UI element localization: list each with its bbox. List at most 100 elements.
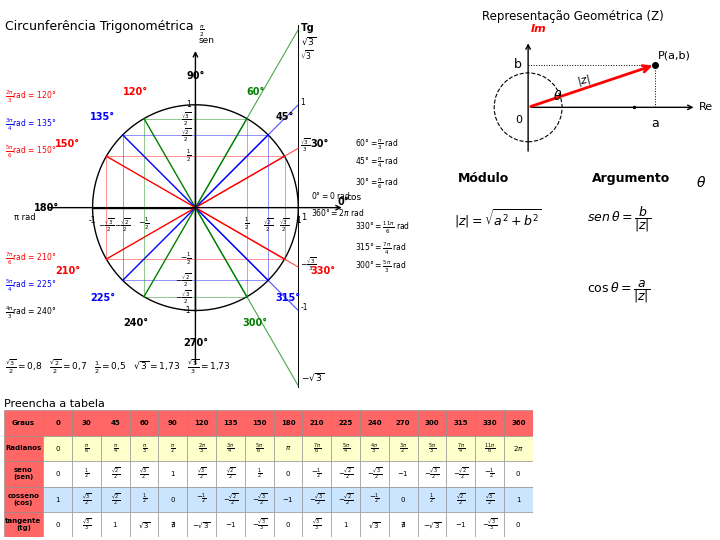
Bar [475,461,504,487]
Bar [187,487,216,512]
Bar [187,512,216,537]
Bar [446,436,475,461]
Bar [216,436,245,461]
Text: 315°: 315° [276,293,301,303]
Text: 270: 270 [396,420,410,426]
Text: 300: 300 [425,420,439,426]
Text: $0$: $0$ [55,469,60,478]
Text: 120: 120 [194,420,209,426]
Text: 0: 0 [516,116,522,125]
Text: $-\frac{\sqrt{3}}{2}$: $-\frac{\sqrt{3}}{2}$ [175,288,192,306]
Text: $\frac{5\pi}{6}$rad = 150°: $\frac{5\pi}{6}$rad = 150° [5,144,56,160]
Text: $\frac{5\pi}{6}$: $\frac{5\pi}{6}$ [255,441,264,456]
Text: $-\frac{1}{2}$: $-\frac{1}{2}$ [484,467,495,481]
Text: Argumento: Argumento [593,172,670,185]
Text: $\pi$: $\pi$ [285,444,291,453]
Text: Im: Im [531,24,546,35]
Text: $\frac{5\pi}{4}$: $\frac{5\pi}{4}$ [341,441,350,456]
Text: $-\frac{\sqrt{3}}{2}$: $-\frac{\sqrt{3}}{2}$ [424,467,440,481]
Text: 330: 330 [482,420,497,426]
Text: $\frac{\sqrt{3}}{2}$: $\frac{\sqrt{3}}{2}$ [279,216,289,234]
Bar [72,410,101,436]
Text: $\frac{\sqrt{3}}{2}$: $\frac{\sqrt{3}}{2}$ [485,492,495,507]
Text: 150: 150 [252,420,266,426]
Text: 30°: 30° [310,139,329,149]
Text: $-\frac{1}{2}$: $-\frac{1}{2}$ [179,251,192,267]
Text: $\frac{7\pi}{6}$: $\frac{7\pi}{6}$ [312,441,321,456]
Text: $|z|=\sqrt{a^2+b^2}$: $|z|=\sqrt{a^2+b^2}$ [454,207,542,230]
Text: $\frac{\sqrt{2}}{2}$: $\frac{\sqrt{2}}{2}$ [263,216,273,234]
Text: $-\sqrt{3}$: $-\sqrt{3}$ [302,371,325,382]
Bar [360,436,389,461]
Bar [4,410,43,436]
Text: $1$: $1$ [516,495,521,504]
Text: $\frac{3\pi}{4}$rad = 135°: $\frac{3\pi}{4}$rad = 135° [5,117,56,133]
Bar [446,461,475,487]
Bar [446,410,475,436]
Bar [130,436,158,461]
Bar [43,512,72,537]
Bar [130,461,158,487]
Text: $\frac{1}{2}$: $\frac{1}{2}$ [244,216,250,232]
Text: Circunferência Trigonométrica: Circunferência Trigonométrica [5,21,194,33]
Text: $sen\,\theta=\dfrac{b}{|z|}$: $sen\,\theta=\dfrac{b}{|z|}$ [588,204,652,234]
Bar [331,512,360,537]
Text: $360°=2\pi$ rad: $360°=2\pi$ rad [310,207,364,218]
Bar [274,410,302,436]
Text: $\frac{7\pi}{4}$: $\frac{7\pi}{4}$ [456,441,465,456]
Text: cosseno
(cos): cosseno (cos) [7,492,40,506]
Bar [72,512,101,537]
Text: $\sqrt{3}$: $\sqrt{3}$ [138,519,150,530]
Text: 90: 90 [168,420,178,426]
Text: π rad: π rad [14,213,36,222]
Text: -1: -1 [300,303,308,313]
Text: $0$: $0$ [516,520,521,529]
Text: a: a [651,117,659,131]
Bar [389,512,418,537]
Text: $-\frac{1}{2}$: $-\frac{1}{2}$ [369,492,380,507]
Text: 120°: 120° [123,87,148,97]
Text: $-\frac{1}{2}$: $-\frac{1}{2}$ [138,216,150,232]
Bar [245,436,274,461]
Text: 90°: 90° [186,71,204,81]
Bar [245,410,274,436]
Text: $0$: $0$ [516,469,521,478]
Text: Tg: Tg [302,23,315,33]
Bar [331,436,360,461]
Text: Preencha a tabela: Preencha a tabela [4,399,104,409]
Text: $0$: $0$ [285,469,291,478]
Text: $\frac{4\pi}{3}$rad = 240°: $\frac{4\pi}{3}$rad = 240° [5,305,56,321]
Text: b: b [514,58,522,71]
Text: $\frac{\pi}{4}$: $\frac{\pi}{4}$ [113,442,118,455]
Bar [360,512,389,537]
Text: $45°=\frac{\pi}{4}$ rad: $45°=\frac{\pi}{4}$ rad [355,156,398,170]
Text: $\frac{\sqrt{2}}{2}$: $\frac{\sqrt{2}}{2}$ [111,492,120,507]
Bar [158,436,187,461]
Text: $\theta$: $\theta$ [553,89,562,103]
Text: Radianos: Radianos [5,446,42,451]
Text: $\frac{\sqrt{2}}{2}$: $\frac{\sqrt{2}}{2}$ [181,126,192,144]
Bar [274,512,302,537]
Text: $-\frac{\sqrt{2}}{2}$: $-\frac{\sqrt{2}}{2}$ [338,492,354,507]
Text: $-\frac{1}{2}$: $-\frac{1}{2}$ [311,467,323,481]
Bar [360,487,389,512]
Text: 0: 0 [55,420,60,426]
Text: $\frac{\sqrt{3}}{2}=0{,}8\quad\frac{\sqrt{2}}{2}=0{,}7\quad\frac{1}{2}=0{,}5\qua: $\frac{\sqrt{3}}{2}=0{,}8\quad\frac{\sqr… [5,358,231,376]
Text: $300°=\frac{5\pi}{3}$ rad: $300°=\frac{5\pi}{3}$ rad [355,259,407,275]
Bar [101,436,130,461]
Text: 1: 1 [186,100,192,109]
Bar [504,410,533,436]
Bar [101,410,130,436]
Text: $60°=\frac{\pi}{3}$ rad: $60°=\frac{\pi}{3}$ rad [355,137,398,152]
Text: $\frac{\sqrt{3}}{2}$: $\frac{\sqrt{3}}{2}$ [82,492,91,507]
Bar [475,410,504,436]
Bar [446,512,475,537]
Text: $-\frac{\sqrt{3}}{3}$: $-\frac{\sqrt{3}}{3}$ [482,517,498,532]
Bar [101,461,130,487]
Text: $\frac{\pi}{3}$: $\frac{\pi}{3}$ [142,442,147,455]
Text: $-\frac{\sqrt{3}}{2}$: $-\frac{\sqrt{3}}{2}$ [366,467,382,481]
Text: $-\frac{\sqrt{3}}{2}$: $-\frac{\sqrt{3}}{2}$ [309,492,325,507]
Text: 45: 45 [110,420,120,426]
Bar [216,410,245,436]
Bar [43,436,72,461]
